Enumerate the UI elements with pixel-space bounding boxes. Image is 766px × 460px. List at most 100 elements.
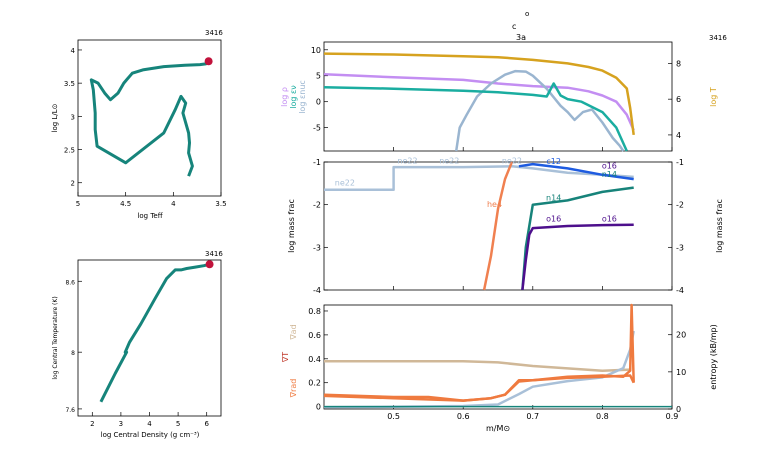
abund-y-right-tick-label: -4 [676, 286, 684, 295]
gradient-line [323, 303, 635, 402]
center-xlabel: log Central Density (g cm⁻³) [101, 431, 200, 439]
grad-y-left-tick-label: 0.8 [308, 307, 321, 316]
entropy-ylabel: entropy (kB/mp) [709, 324, 718, 389]
top-y-left-tick-label: 0 [316, 98, 321, 107]
profile-top-line [323, 72, 635, 131]
series-label-ne22: ne22 [397, 156, 417, 165]
center-x-tick-label: 3 [119, 420, 123, 428]
hr-x-tick-label: 4 [171, 200, 176, 208]
profile-top-line [323, 52, 635, 136]
abundance-line-ne22 [324, 165, 634, 191]
abundance-ylabel-right: log mass frac [715, 199, 724, 253]
series-label-o16: o16 [546, 215, 561, 224]
series-label-ne22: ne22 [335, 178, 355, 187]
grad-y-right-tick-label: 10 [676, 368, 686, 377]
center-track [99, 262, 210, 403]
top-y-right-tick-label: 6 [676, 95, 681, 104]
top-y-right-tick-label: 8 [676, 59, 681, 68]
gradient-frame [323, 304, 673, 410]
label-log-rho: log ρ [280, 87, 289, 107]
hr-track [89, 60, 211, 177]
abundance-frame [323, 161, 673, 291]
grad-x-tick-label: 0.9 [666, 412, 679, 421]
hr-xlabel: log Teff [137, 212, 162, 220]
label-grad-rad: ∇rad [289, 379, 298, 399]
center-y-tick-label: 8 [71, 350, 75, 357]
center-ticks: 2 3 4 5 6 7.6 8 8.6 [65, 279, 209, 428]
abund-y-left-tick-label: -4 [313, 286, 321, 295]
gradient-xlabel: m/M⊙ [486, 424, 510, 433]
hr-y-tick-label: 2 [71, 180, 75, 188]
top-y-left-tick-label: -5 [313, 124, 321, 133]
center-y-tick-label: 8.6 [65, 279, 75, 286]
abundance-series [324, 161, 634, 291]
hr-x-tick-label: 3.5 [215, 200, 226, 208]
hr-x-tick-label: 4.5 [120, 200, 131, 208]
hr-plot-frame [77, 39, 222, 197]
hr-title: 3416 [205, 29, 223, 37]
series-label-c12: c12 [546, 157, 561, 166]
center-y-tick-label: 7.6 [65, 407, 75, 414]
header-symbol: o [525, 10, 529, 18]
hr-y-tick-label: 3 [71, 113, 75, 121]
profile-top-series [323, 52, 635, 152]
hr-y-tick-label: 4 [71, 47, 76, 55]
grad-y-left-tick-label: 0.4 [308, 355, 321, 364]
hr-y-tick-label: 2.5 [64, 147, 75, 155]
center-current-marker [205, 260, 214, 269]
abund-y-right-tick-label: -2 [676, 201, 684, 210]
profile-top-line [323, 82, 628, 152]
abund-y-left-tick-label: -3 [313, 243, 321, 252]
profile-top-panel: -5 0 5 10 4 6 8 log ρ log εν log εnuc log T [280, 41, 718, 152]
series-label-n14: n14 [546, 193, 561, 202]
grad-y-right-tick-label: 0 [676, 405, 681, 414]
abundance-ticks: -4 -3 -2 -1 -4 -3 -2 -1 [313, 158, 684, 295]
series-label-o16: o16 [602, 161, 617, 170]
grad-y-left-tick-label: 0.2 [308, 379, 321, 388]
center-ylabel: log Central Temperature (K) [52, 296, 59, 379]
grad-x-tick-label: 0.7 [526, 412, 539, 421]
series-label-ne22: ne22 [502, 156, 522, 165]
center-x-tick-label: 5 [176, 420, 180, 428]
center-title: 3416 [205, 250, 223, 258]
hr-y-tick-label: 3.5 [64, 80, 75, 88]
abundance-line-o16 [521, 223, 634, 291]
grad-x-tick-label: 0.8 [596, 412, 609, 421]
label-log-eps-nu: log εν [289, 85, 298, 109]
abundance-line-c12 [518, 162, 634, 181]
top-y-left-tick-label: 10 [311, 46, 321, 55]
abund-y-right-tick-label: -1 [676, 158, 684, 167]
center-x-tick-label: 6 [204, 420, 209, 428]
label-log-eps-nuc: log εnuc [298, 80, 307, 114]
profile-top-line [454, 69, 625, 152]
series-label-ne22: ne22 [439, 156, 459, 165]
hr-ticks: 5 4.5 4 3.5 2 2.5 3 3.5 4 [64, 47, 227, 208]
profile-top-frame [323, 41, 673, 152]
label-log-t: log T [709, 87, 718, 107]
abund-y-right-tick-label: -3 [676, 243, 684, 252]
gradient-series [323, 303, 672, 409]
profile-top-ticks: -5 0 5 10 4 6 8 [311, 46, 681, 151]
grad-y-left-tick-label: 0.6 [308, 331, 321, 340]
label-grad-ad: ∇ad [289, 324, 298, 340]
top-y-left-tick-label: 5 [316, 72, 321, 81]
center-plot-frame [77, 259, 222, 417]
hr-x-tick-label: 5 [76, 200, 80, 208]
model-number-top-right: 3416 [709, 34, 727, 42]
series-label-he4: he4 [487, 200, 502, 209]
abund-y-left-tick-label: -2 [313, 201, 321, 210]
hr-ylabel: log L/L⊙ [51, 104, 59, 133]
grad-y-left-tick-label: 0 [316, 403, 321, 412]
abundance-line-n14 [521, 186, 634, 291]
label-grad-t: ∇T [281, 352, 290, 363]
gradient-line [324, 359, 631, 372]
gradient-line [323, 374, 635, 402]
top-y-right-tick-label: 4 [676, 131, 681, 140]
center-x-tick-label: 2 [90, 420, 94, 428]
central-conditions-panel: 3416 log Central Density (g cm⁻³) log Ce… [52, 250, 223, 439]
